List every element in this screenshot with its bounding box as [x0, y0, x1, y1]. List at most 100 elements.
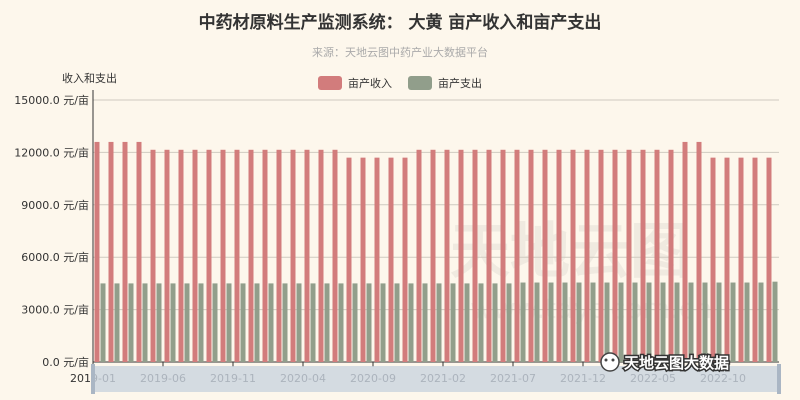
bar-expense[interactable] — [548, 282, 554, 362]
bar-income[interactable] — [458, 149, 464, 362]
bar-expense[interactable] — [366, 283, 372, 362]
bar-income[interactable] — [612, 149, 618, 362]
bar-income[interactable] — [206, 149, 212, 362]
bar-income[interactable] — [220, 149, 226, 362]
bar-income[interactable] — [402, 157, 408, 362]
bar-expense[interactable] — [646, 282, 652, 362]
bar-expense[interactable] — [674, 282, 680, 362]
bar-expense[interactable] — [464, 283, 470, 362]
bar-expense[interactable] — [450, 283, 456, 362]
bar-expense[interactable] — [156, 283, 162, 362]
bar-expense[interactable] — [240, 283, 246, 362]
bar-expense[interactable] — [212, 283, 218, 362]
bar-income[interactable] — [122, 141, 128, 362]
bar-income[interactable] — [374, 157, 380, 362]
bar-income[interactable] — [290, 149, 296, 362]
bar-income[interactable] — [192, 149, 198, 362]
bar-income[interactable] — [248, 149, 254, 362]
bar-income[interactable] — [542, 149, 548, 362]
zoom-slider[interactable] — [91, 364, 781, 394]
bar-expense[interactable] — [716, 282, 722, 362]
bar-expense[interactable] — [422, 283, 428, 362]
bar-income[interactable] — [584, 149, 590, 362]
bar-expense[interactable] — [520, 282, 526, 362]
bar-expense[interactable] — [618, 282, 624, 362]
bar-expense[interactable] — [254, 283, 260, 362]
bar-expense[interactable] — [436, 283, 442, 362]
bar-income[interactable] — [598, 149, 604, 362]
bar-expense[interactable] — [394, 283, 400, 362]
bar-income[interactable] — [304, 149, 310, 362]
bar-expense[interactable] — [408, 283, 414, 362]
bar-expense[interactable] — [226, 283, 232, 362]
bar-income[interactable] — [556, 149, 562, 362]
bar-income[interactable] — [94, 141, 100, 362]
bar-expense[interactable] — [730, 282, 736, 362]
bar-income[interactable] — [752, 157, 758, 362]
bar-expense[interactable] — [660, 282, 666, 362]
bar-expense[interactable] — [590, 282, 596, 362]
bar-expense[interactable] — [268, 283, 274, 362]
bar-income[interactable] — [640, 149, 646, 362]
bar-income[interactable] — [528, 149, 534, 362]
bar-expense[interactable] — [758, 282, 764, 362]
bar-expense[interactable] — [380, 283, 386, 362]
bar-income[interactable] — [234, 149, 240, 362]
bar-income[interactable] — [514, 149, 520, 362]
bar-income[interactable] — [136, 141, 142, 362]
bar-income[interactable] — [332, 149, 338, 362]
bar-income[interactable] — [724, 157, 730, 362]
bar-income[interactable] — [276, 149, 282, 362]
bar-expense[interactable] — [772, 281, 778, 362]
bar-expense[interactable] — [688, 282, 694, 362]
bar-income[interactable] — [430, 149, 436, 362]
bar-income[interactable] — [108, 141, 114, 362]
bar-expense[interactable] — [352, 283, 358, 362]
bar-income[interactable] — [738, 157, 744, 362]
bar-expense[interactable] — [492, 283, 498, 362]
bar-income[interactable] — [318, 149, 324, 362]
bar-income[interactable] — [486, 149, 492, 362]
bar-expense[interactable] — [534, 282, 540, 362]
bar-expense[interactable] — [198, 283, 204, 362]
legend-label[interactable]: 亩产收入 — [348, 76, 392, 90]
bar-income[interactable] — [416, 149, 422, 362]
bar-expense[interactable] — [310, 283, 316, 362]
bar-expense[interactable] — [114, 283, 120, 362]
bar-income[interactable] — [262, 149, 268, 362]
bar-expense[interactable] — [338, 283, 344, 362]
bar-income[interactable] — [346, 157, 352, 362]
bar-expense[interactable] — [702, 282, 708, 362]
bar-expense[interactable] — [632, 282, 638, 362]
bar-expense[interactable] — [128, 283, 134, 362]
bar-income[interactable] — [654, 149, 660, 362]
bar-income[interactable] — [626, 149, 632, 362]
zoom-slider-track[interactable] — [93, 366, 781, 392]
bar-expense[interactable] — [478, 283, 484, 362]
bar-expense[interactable] — [296, 283, 302, 362]
bar-income[interactable] — [766, 157, 772, 362]
bar-expense[interactable] — [184, 283, 190, 362]
bar-income[interactable] — [178, 149, 184, 362]
bar-income[interactable] — [150, 149, 156, 362]
bar-expense[interactable] — [142, 283, 148, 362]
bar-income[interactable] — [444, 149, 450, 362]
bar-expense[interactable] — [324, 283, 330, 362]
legend-swatch[interactable] — [318, 76, 342, 90]
bar-expense[interactable] — [562, 282, 568, 362]
bar-expense[interactable] — [744, 282, 750, 362]
legend-label[interactable]: 亩产支出 — [438, 76, 482, 90]
bar-income[interactable] — [710, 157, 716, 362]
bar-income[interactable] — [360, 157, 366, 362]
zoom-slider-handle-right[interactable] — [777, 364, 781, 394]
bar-income[interactable] — [472, 149, 478, 362]
bar-income[interactable] — [500, 149, 506, 362]
bar-expense[interactable] — [100, 283, 106, 362]
bar-income[interactable] — [696, 141, 702, 362]
bar-income[interactable] — [164, 149, 170, 362]
bar-expense[interactable] — [576, 282, 582, 362]
zoom-slider-handle-left[interactable] — [91, 364, 95, 394]
bar-income[interactable] — [570, 149, 576, 362]
bar-income[interactable] — [668, 149, 674, 362]
legend-swatch[interactable] — [408, 76, 432, 90]
